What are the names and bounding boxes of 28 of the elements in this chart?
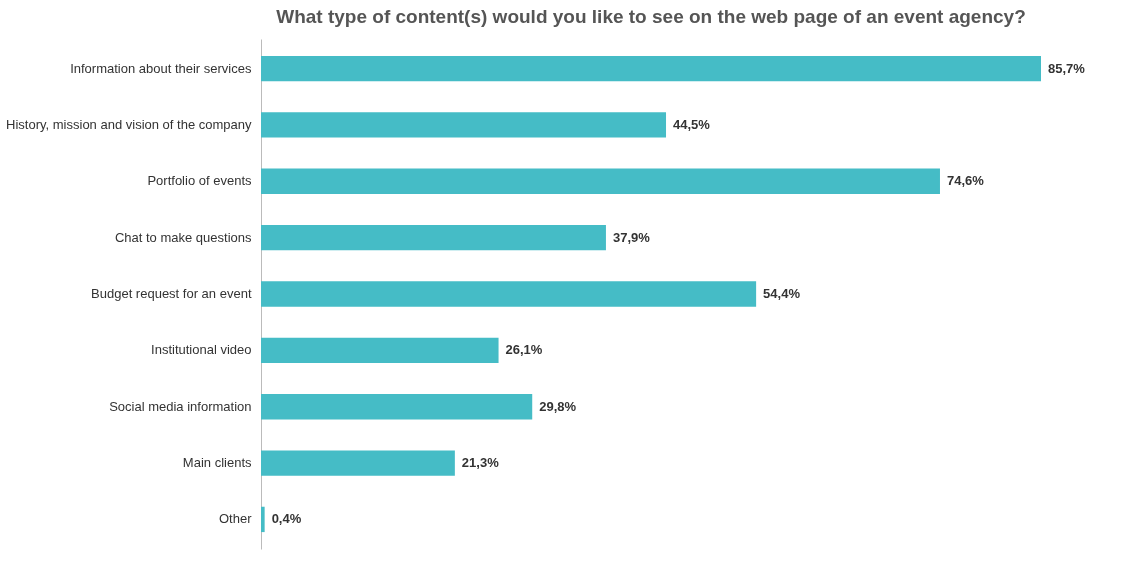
- y-tick-label: Portfolio of events: [147, 173, 252, 189]
- chart-title: What type of content(s) would you like to see on the web page of an event agency?: [276, 6, 1026, 27]
- data-label: 0,4%: [271, 511, 302, 527]
- bar: [261, 224, 606, 251]
- bar: [261, 506, 265, 533]
- bar: [261, 281, 757, 307]
- data-label: 74,6%: [946, 173, 985, 189]
- data-label: 26,1%: [505, 342, 543, 358]
- data-label: 21,3%: [461, 455, 500, 471]
- y-tick-label: Institutional video: [151, 342, 252, 358]
- bar: [261, 55, 1041, 82]
- data-label: 44,5%: [673, 116, 711, 132]
- y-tick-label: Chat to make questions: [114, 229, 252, 245]
- bar: [261, 394, 533, 420]
- y-tick-label: Main clients: [182, 455, 252, 471]
- y-tick-label: Other: [218, 511, 253, 527]
- data-label: 54,4%: [763, 286, 801, 301]
- data-label: 85,7%: [1048, 60, 1086, 76]
- bar: [261, 450, 455, 476]
- data-label: 29,8%: [539, 398, 577, 414]
- bar: [261, 168, 940, 194]
- y-tick-label: Social media information: [109, 398, 252, 414]
- y-tick-label: Budget request for an event: [91, 286, 252, 301]
- bar: [261, 337, 499, 364]
- data-label: 37,9%: [612, 229, 651, 245]
- y-tick-label: Information about their services: [70, 60, 252, 76]
- y-tick-label: History, mission and vision of the company: [6, 116, 252, 132]
- bar: [261, 112, 667, 138]
